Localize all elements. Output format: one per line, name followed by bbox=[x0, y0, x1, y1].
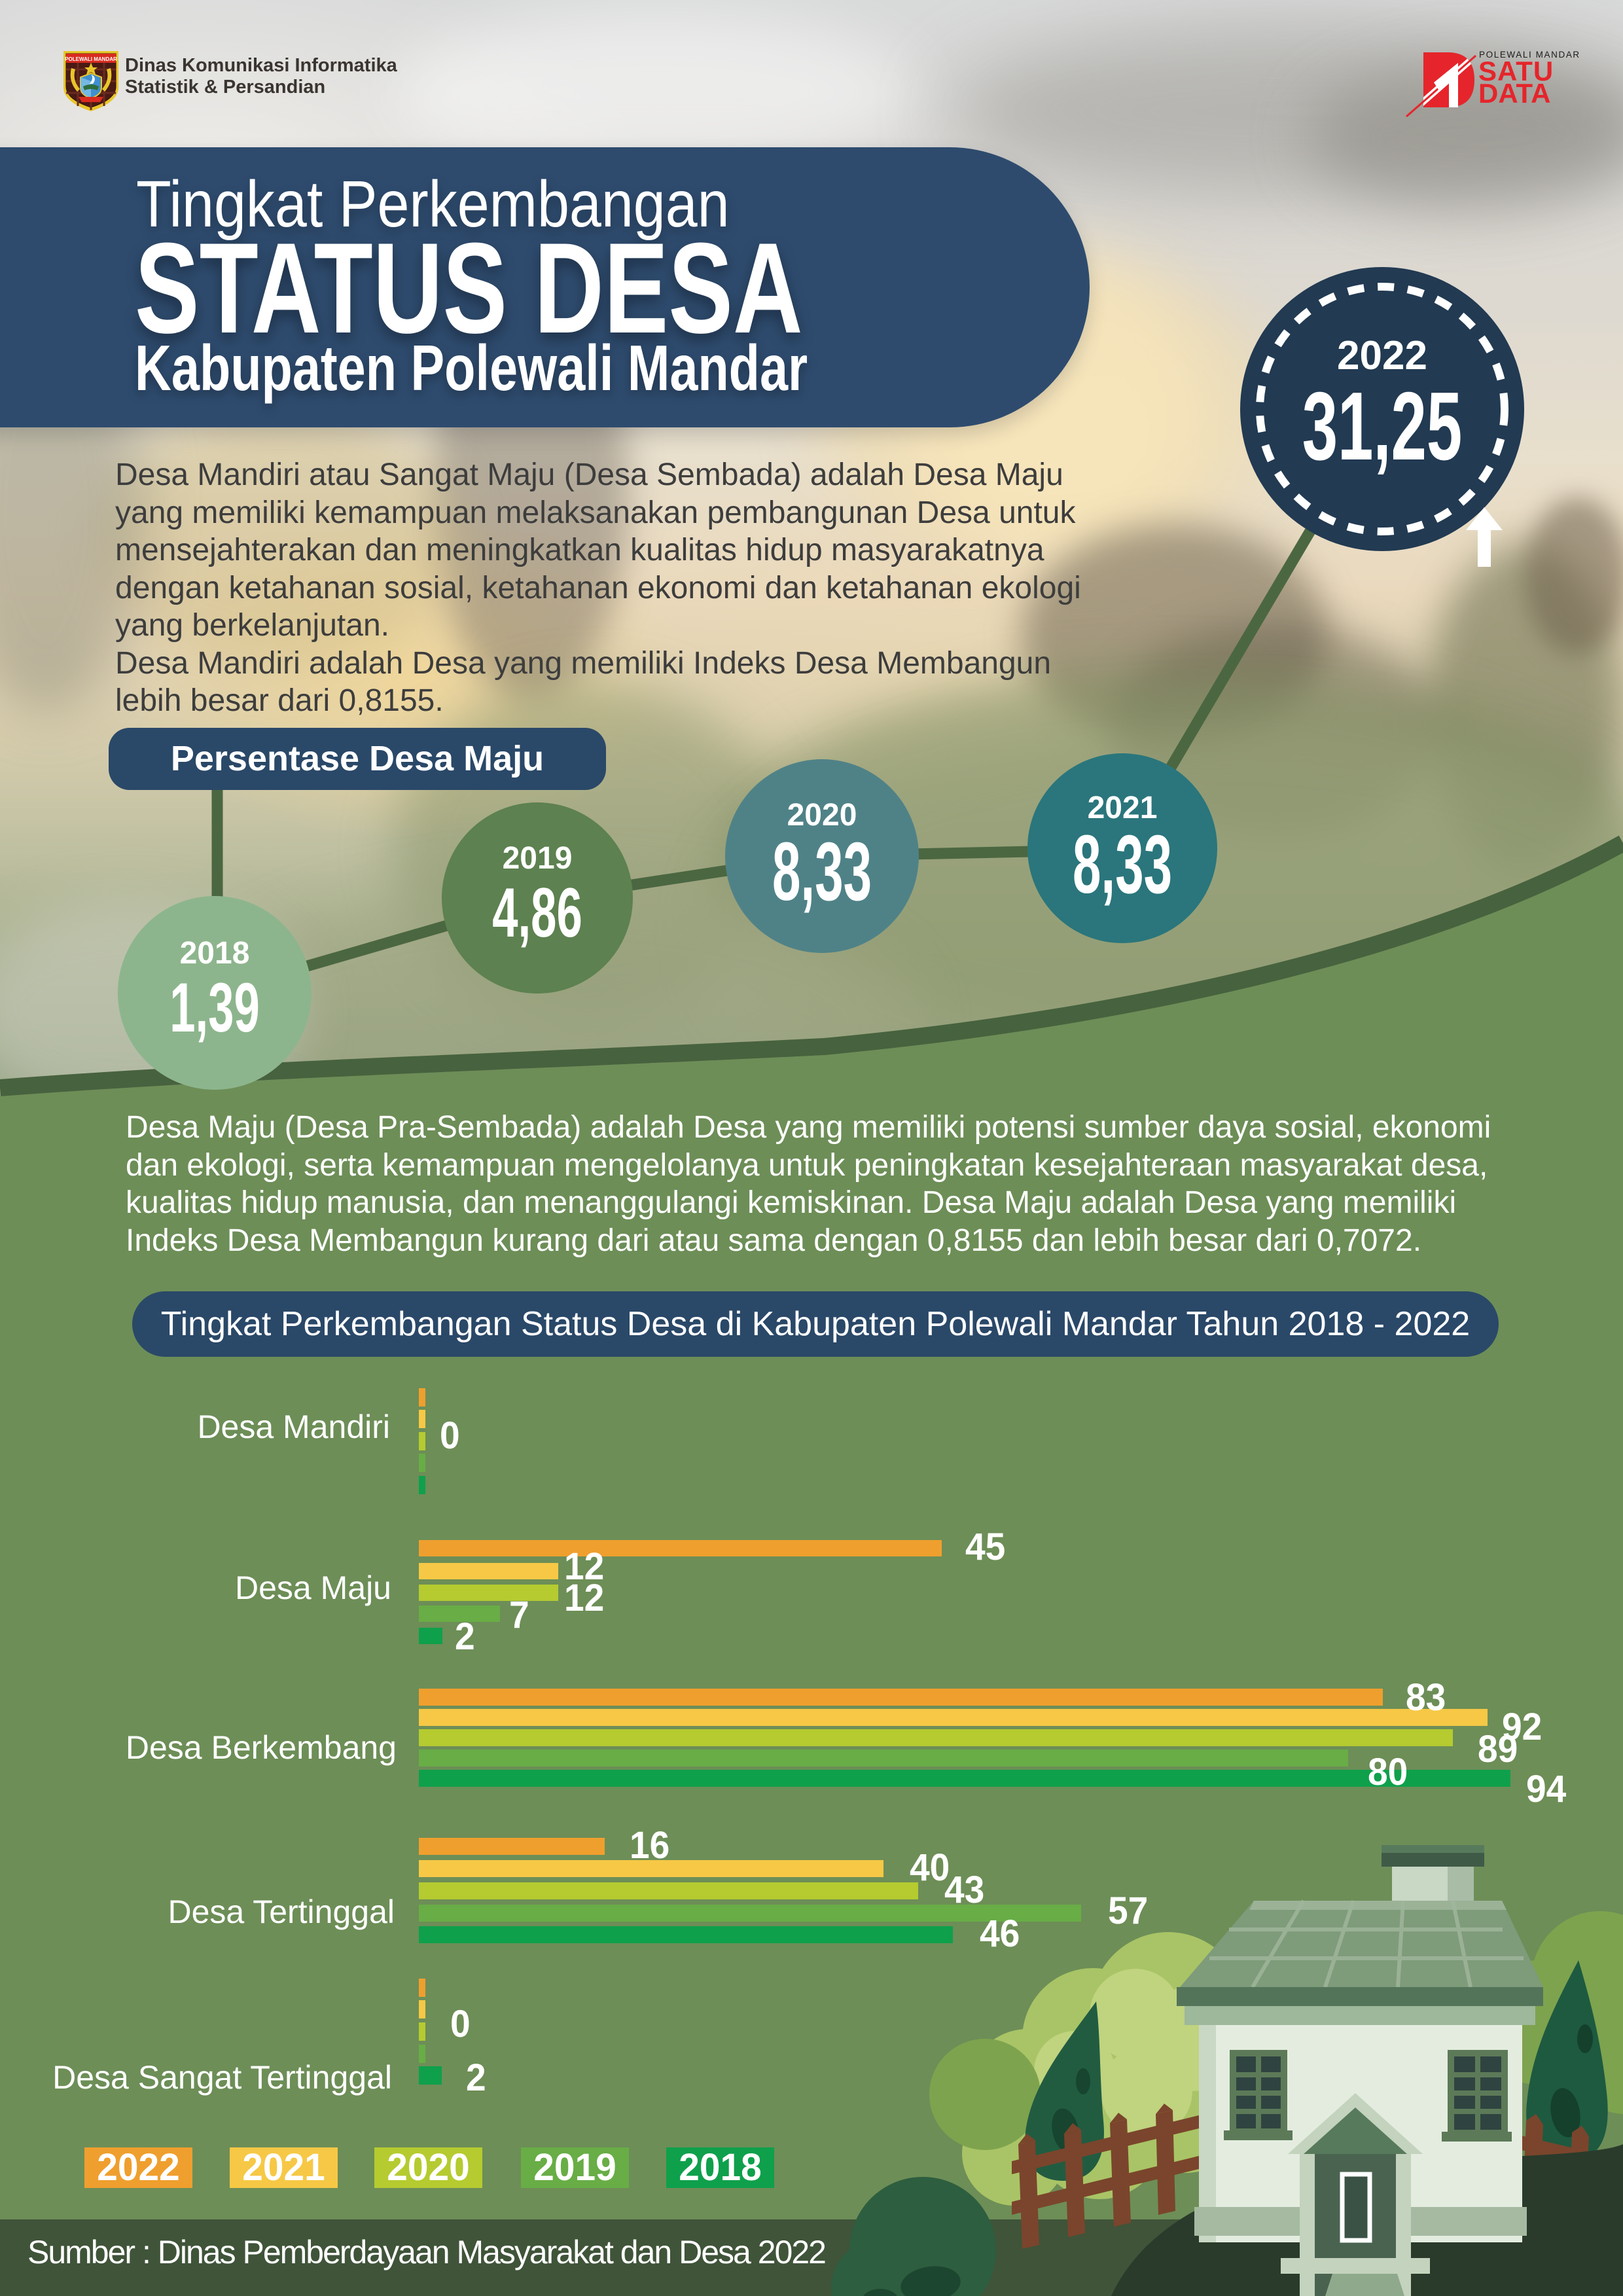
svg-text:POLEWALI MANDAR: POLEWALI MANDAR bbox=[1479, 50, 1580, 60]
svg-text:POLEWALI MANDAR: POLEWALI MANDAR bbox=[65, 56, 117, 62]
svg-text:SATU: SATU bbox=[1478, 56, 1554, 86]
svg-text:DATA: DATA bbox=[1478, 78, 1550, 109]
